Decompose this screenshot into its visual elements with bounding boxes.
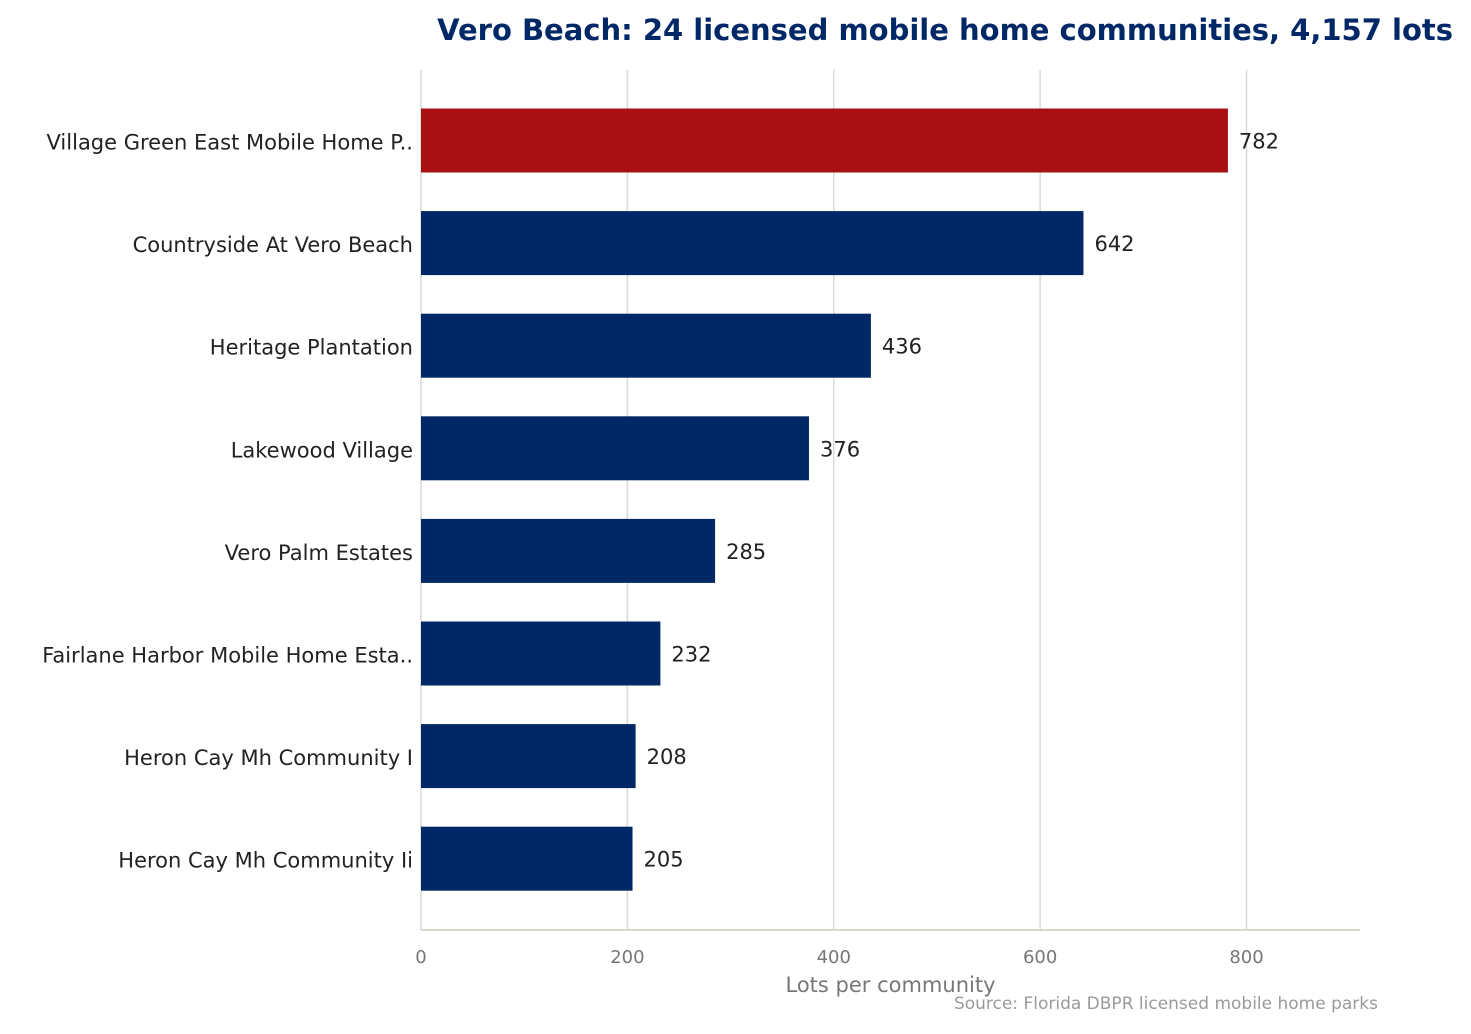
category-label-6: Heron Cay Mh Community I <box>124 746 413 770</box>
x-tick-label-200: 200 <box>610 947 644 968</box>
grid-lines <box>420 70 1248 930</box>
x-tick-label-600: 600 <box>1023 947 1057 968</box>
bar-6 <box>421 724 636 789</box>
chart-title: Vero Beach: 24 licensed mobile home comm… <box>437 13 1453 47</box>
category-label-1: Countryside At Vero Beach <box>133 233 413 257</box>
value-label-2: 436 <box>882 335 922 359</box>
category-label-7: Heron Cay Mh Community Ii <box>118 849 413 873</box>
category-label-0: Village Green East Mobile Home P.. <box>47 131 413 155</box>
labels: 782 Village Green East Mobile Home P.. 642… <box>42 130 1279 873</box>
bar-1 <box>421 211 1084 276</box>
category-label-4: Vero Palm Estates <box>225 541 413 565</box>
bar-0 <box>421 108 1228 173</box>
x-tick-label-0: 0 <box>415 947 426 968</box>
x-tick-label-400: 400 <box>817 947 851 968</box>
value-label-4: 285 <box>726 540 766 564</box>
bar-4 <box>421 518 716 583</box>
bar-2 <box>421 313 871 378</box>
category-label-5: Fairlane Harbor Mobile Home Esta.. <box>42 644 413 668</box>
bar-3 <box>421 416 809 481</box>
bar-5 <box>421 621 661 686</box>
value-label-1: 642 <box>1094 232 1134 256</box>
bar-7 <box>421 826 633 891</box>
value-label-7: 205 <box>644 848 684 872</box>
category-label-2: Heritage Plantation <box>210 336 413 360</box>
value-label-5: 232 <box>671 643 711 667</box>
bars <box>421 108 1228 891</box>
x-axis-ticks: 0 200 400 600 800 <box>415 947 1263 968</box>
x-axis-title: Lots per community <box>785 973 995 997</box>
value-label-3: 376 <box>820 437 860 461</box>
category-label-3: Lakewood Village <box>231 438 413 462</box>
source-note: Source: Florida DBPR licensed mobile hom… <box>954 994 1378 1014</box>
value-label-6: 208 <box>647 745 687 769</box>
value-label-0: 782 <box>1239 130 1279 154</box>
x-tick-label-800: 800 <box>1229 947 1263 968</box>
